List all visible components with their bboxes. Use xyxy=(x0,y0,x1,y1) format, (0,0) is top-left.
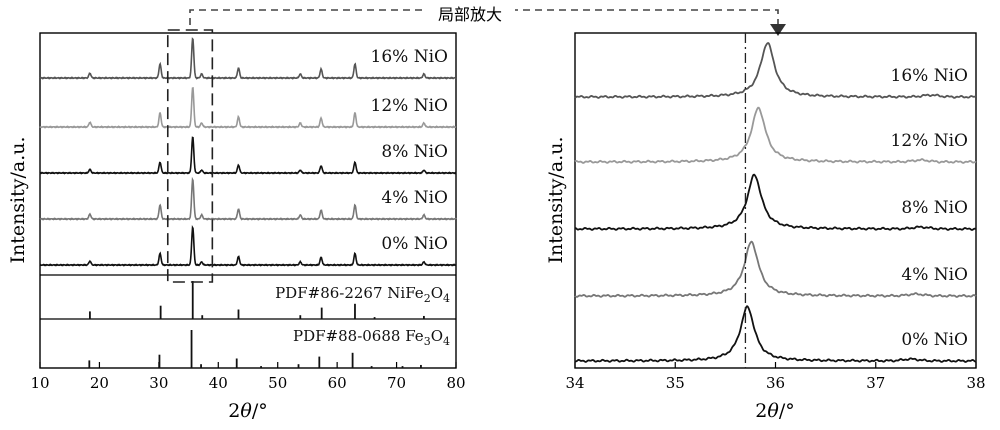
left-x-axis-title: 2θ/° xyxy=(228,400,267,422)
reference-label: PDF#88-0688 Fe3O4 xyxy=(293,327,450,348)
right-x-tick-label: 35 xyxy=(666,374,685,392)
zoom-box xyxy=(166,29,214,283)
zoom-label: 局部放大 xyxy=(438,5,502,24)
left-x-tick-label: 70 xyxy=(387,374,406,392)
right-series-group: 16% NiO 12% NiO 8% NiO 4% NiO 0% NiO xyxy=(574,42,977,363)
left-x-tick-label: 30 xyxy=(149,374,168,392)
right-x-ticks: 34 35 36 37 38 xyxy=(565,362,986,392)
right-y-axis-title: Intensity/a.u. xyxy=(545,136,567,263)
right-x-tick-label: 36 xyxy=(766,374,785,392)
left-x-tick-label: 60 xyxy=(328,374,347,392)
right-series-line xyxy=(574,240,977,298)
left-series-line xyxy=(39,37,457,80)
left-x-tick-label: 20 xyxy=(90,374,109,392)
left-series-group: 16% NiO 12% NiO 8% NiO 4% NiO 0% NiO xyxy=(39,37,457,267)
right-series-label: 16% NiO xyxy=(891,66,968,86)
right-series-label: 8% NiO xyxy=(901,198,968,218)
left-series-label: 4% NiO xyxy=(381,188,448,208)
left-series-label: 0% NiO xyxy=(381,234,448,254)
left-x-tick-label: 40 xyxy=(209,374,228,392)
left-panel: 10 20 30 40 50 60 70 80 16% NiO 12% NiO 8% NiO 4% … xyxy=(7,29,466,422)
reference-label: PDF#86-2267 NiFe2O4 xyxy=(275,284,450,305)
right-series-line xyxy=(574,106,977,164)
zoom-annotation: 局部放大 xyxy=(189,0,786,36)
right-series-line xyxy=(574,305,977,363)
zoom-arrow-head xyxy=(770,24,786,36)
right-x-tick-label: 34 xyxy=(565,374,584,392)
left-series-label: 8% NiO xyxy=(381,142,448,162)
zoom-label-bg xyxy=(425,0,515,25)
right-x-tick-label: 38 xyxy=(966,374,985,392)
right-series-label: 0% NiO xyxy=(901,330,968,350)
left-x-tick-label: 50 xyxy=(268,374,287,392)
left-x-tick-label: 80 xyxy=(446,374,465,392)
left-series-line xyxy=(39,136,457,175)
left-series-label: 12% NiO xyxy=(371,96,448,116)
left-series-line xyxy=(39,86,457,129)
left-x-tick-label: 10 xyxy=(30,374,49,392)
right-series-label: 4% NiO xyxy=(901,265,968,285)
right-series-line xyxy=(574,42,977,99)
left-frame xyxy=(39,32,457,369)
right-x-axis-title: 2θ/° xyxy=(755,400,794,422)
left-series-line xyxy=(39,225,457,267)
left-series-label: 16% NiO xyxy=(371,47,448,67)
left-y-axis-title: Intensity/a.u. xyxy=(7,136,29,263)
right-series-label: 12% NiO xyxy=(891,131,968,151)
left-series-line xyxy=(39,176,457,221)
right-panel: 34 35 36 37 38 16% NiO 12% NiO 8% NiO 4% NiO 0% … xyxy=(545,32,986,422)
left-x-ticks: 10 20 30 40 50 60 70 80 xyxy=(30,362,466,392)
left-reference-group: PDF#86-2267 NiFe2O4 PDF#88-0688 Fe3O4 xyxy=(88,281,450,368)
right-series-line xyxy=(574,173,977,231)
right-x-tick-label: 37 xyxy=(866,374,885,392)
